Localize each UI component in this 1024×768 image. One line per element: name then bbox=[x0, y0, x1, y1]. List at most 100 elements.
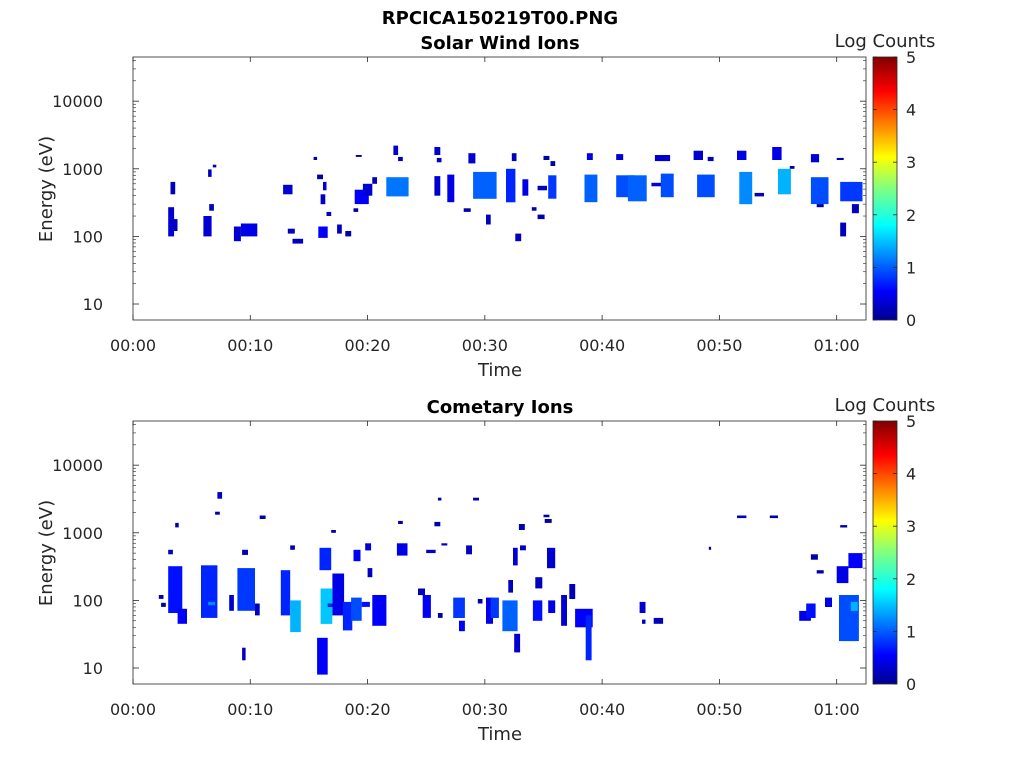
heatmap-cell bbox=[362, 183, 373, 196]
figure-title: RPCICA150219T00.PNG bbox=[382, 8, 618, 29]
heatmap-cells-cometary bbox=[158, 492, 863, 675]
colorbar-tick-label: 5 bbox=[906, 48, 916, 67]
heatmap-cell bbox=[320, 194, 326, 205]
heatmap-cell bbox=[255, 603, 260, 616]
colorbar-gradient bbox=[872, 56, 898, 321]
heatmap-cell bbox=[543, 155, 550, 160]
heatmap-cell bbox=[233, 226, 241, 242]
heatmap-cell bbox=[627, 175, 647, 202]
heatmap-cell bbox=[654, 155, 671, 162]
heatmap-cell bbox=[437, 613, 443, 618]
colorbar-cometary: 0 1 2 3 4 5 bbox=[872, 412, 916, 694]
heatmap-cell bbox=[290, 545, 295, 550]
heatmap-cell bbox=[584, 174, 598, 203]
x-tick-label: 00:30 bbox=[462, 700, 508, 719]
heatmap-cell bbox=[217, 492, 223, 499]
heatmap-cell bbox=[778, 168, 791, 195]
heatmap-cell bbox=[810, 177, 829, 205]
heatmap-cell bbox=[201, 565, 218, 618]
heatmap-cell bbox=[259, 515, 266, 519]
heatmap-cell bbox=[353, 549, 361, 562]
heatmap-cell bbox=[323, 181, 327, 191]
heatmap-cell bbox=[737, 150, 747, 160]
heatmap-cell bbox=[209, 204, 214, 211]
heatmap-cells-solar-wind bbox=[168, 145, 863, 244]
heatmap-cell bbox=[799, 610, 811, 621]
heatmap-cell bbox=[283, 184, 293, 195]
x-tick-label: 00:50 bbox=[696, 336, 742, 355]
heatmap-cell bbox=[537, 185, 547, 191]
heatmap-cell bbox=[473, 497, 479, 501]
heatmap-cell bbox=[532, 600, 543, 621]
heatmap-cell bbox=[660, 173, 674, 198]
heatmap-cell bbox=[466, 545, 472, 555]
heatmap-cell bbox=[168, 549, 173, 555]
heatmap-cell bbox=[434, 521, 441, 527]
heatmap-cell bbox=[850, 601, 858, 611]
heatmap-cell bbox=[434, 176, 441, 196]
heatmap-cell bbox=[365, 543, 372, 551]
x-tick-label: 00:50 bbox=[696, 700, 742, 719]
heatmap-cell bbox=[331, 530, 336, 533]
heatmap-cell bbox=[707, 156, 714, 162]
heatmap-cell bbox=[586, 153, 593, 160]
y-tick-label: 100 bbox=[72, 227, 103, 246]
heatmap-cell bbox=[531, 207, 537, 211]
heatmap-cell bbox=[441, 543, 448, 546]
x-tick-label: 00:10 bbox=[227, 700, 273, 719]
heatmap-cell bbox=[361, 601, 370, 607]
heatmap-cell bbox=[434, 147, 441, 155]
heatmap-cell bbox=[547, 547, 556, 569]
heatmap-cell bbox=[355, 155, 362, 157]
panel-title-cometary: Cometary Ions bbox=[427, 397, 574, 418]
heatmap-cell bbox=[789, 166, 795, 169]
colorbar-tick-label: 0 bbox=[906, 675, 916, 694]
heatmap-cell bbox=[422, 595, 431, 618]
x-tick-label: 01:00 bbox=[814, 700, 860, 719]
colorbar-tick-label: 2 bbox=[906, 206, 916, 225]
heatmap-cell bbox=[240, 223, 258, 237]
heatmap-cell bbox=[237, 568, 255, 611]
heatmap-cell bbox=[453, 597, 465, 618]
heatmap-cell bbox=[518, 524, 525, 530]
heatmap-cell bbox=[651, 182, 667, 187]
colorbar-tick-label: 1 bbox=[906, 258, 916, 277]
heatmap-cell bbox=[208, 601, 216, 606]
y-axis-label-cometary: Energy (eV) bbox=[36, 500, 57, 606]
heatmap-cell bbox=[639, 601, 646, 613]
colorbar-label-solar-wind: Log Counts bbox=[835, 31, 936, 52]
heatmap-cell bbox=[290, 600, 301, 633]
heatmap-cell bbox=[810, 554, 818, 560]
x-tick-label: 00:40 bbox=[579, 700, 625, 719]
y-axis-label-solar-wind: Energy (eV) bbox=[36, 136, 57, 242]
heatmap-cell bbox=[313, 156, 318, 160]
heatmap-cell bbox=[561, 595, 567, 626]
heatmap-cell bbox=[372, 177, 377, 184]
colorbar-gradient bbox=[872, 420, 898, 685]
heatmap-cell bbox=[353, 208, 359, 212]
heatmap-cell bbox=[436, 157, 442, 163]
panel-title-solar-wind: Solar Wind Ions bbox=[420, 33, 579, 54]
heatmap-cell bbox=[508, 580, 513, 593]
heatmap-cell bbox=[386, 177, 409, 197]
heatmap-cell bbox=[242, 549, 248, 555]
heatmap-cell bbox=[372, 595, 387, 626]
heatmap-cell bbox=[513, 547, 518, 566]
x-tick-label: 00:20 bbox=[345, 700, 391, 719]
heatmap-cell bbox=[463, 208, 471, 212]
heatmap-cell bbox=[754, 192, 764, 197]
colorbar-tick-label: 0 bbox=[906, 311, 916, 330]
heatmap-cell bbox=[437, 497, 442, 501]
heatmap-cell bbox=[486, 214, 491, 225]
plot-frame bbox=[132, 420, 867, 685]
heatmap-cell bbox=[318, 226, 328, 238]
axes-cometary: 00:00 00:10 00:20 00:30 00:40 00:50 01:00 10 100… bbox=[52, 420, 867, 719]
colorbar-tick-label: 2 bbox=[906, 570, 916, 589]
y-tick-label: 1000 bbox=[62, 160, 103, 179]
heatmap-cell bbox=[836, 566, 849, 584]
heatmap-cell bbox=[848, 553, 863, 569]
heatmap-cell bbox=[175, 522, 179, 528]
heatmap-cell bbox=[168, 207, 175, 237]
heatmap-cell bbox=[697, 174, 715, 198]
